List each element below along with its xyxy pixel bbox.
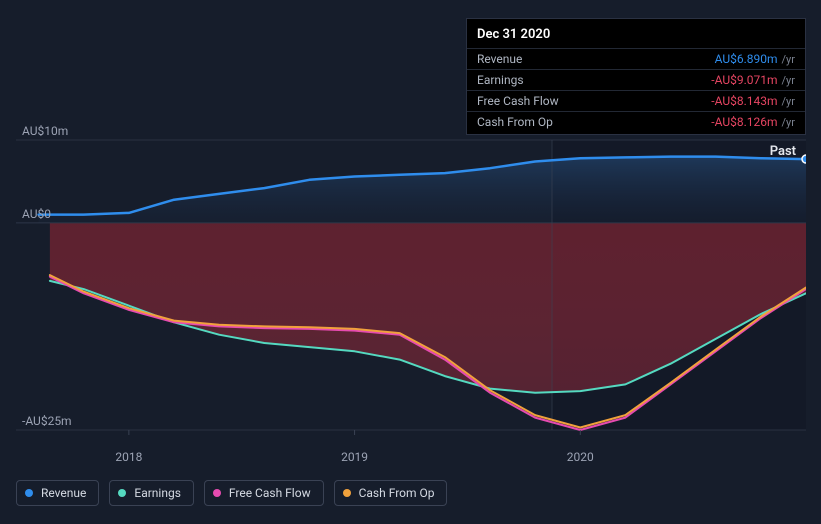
tooltip-label: Earnings [477,73,711,87]
tooltip-row: Earnings-AU$9.071m/yr [467,69,805,90]
x-axis: 2018 2019 2020 [16,450,806,470]
tooltip-label: Revenue [477,52,715,66]
tooltip-unit: /yr [782,116,795,129]
legend-label: Earnings [134,486,181,500]
tooltip-unit: /yr [782,95,795,108]
y-axis-label: AU$0 [22,207,51,221]
tooltip-date: Dec 31 2020 [467,25,805,48]
tooltip-row: Free Cash Flow-AU$8.143m/yr [467,90,805,111]
legend-dot-icon [118,489,126,497]
legend-dot-icon [343,489,351,497]
legend-item-cash-from-op[interactable]: Cash From Op [334,480,448,506]
legend-label: Cash From Op [359,486,435,500]
x-axis-label: 2019 [341,450,368,464]
tooltip-value: -AU$8.126m [711,115,777,129]
past-label: Past [770,144,796,159]
tooltip-value: -AU$9.071m [711,73,777,87]
x-axis-label: 2020 [567,450,594,464]
y-axis-label: AU$10m [22,124,68,138]
financials-chart[interactable]: Past AU$10m AU$0 -AU$25m [16,120,806,440]
x-axis-label: 2018 [115,450,142,464]
tooltip-label: Cash From Op [477,115,711,129]
legend-item-revenue[interactable]: Revenue [16,480,99,506]
legend-item-free-cash-flow[interactable]: Free Cash Flow [204,480,324,506]
legend-item-earnings[interactable]: Earnings [109,480,194,506]
chart-legend: Revenue Earnings Free Cash Flow Cash From O… [16,480,447,506]
chart-tooltip: Dec 31 2020 RevenueAU$6.890m/yrEarnings-… [466,18,806,135]
tooltip-row: RevenueAU$6.890m/yr [467,48,805,69]
tooltip-label: Free Cash Flow [477,94,711,108]
tooltip-unit: /yr [782,74,795,87]
tooltip-unit: /yr [782,53,795,66]
y-axis-label: -AU$25m [22,414,72,428]
tooltip-row: Cash From Op-AU$8.126m/yr [467,111,805,132]
legend-label: Revenue [41,486,86,500]
legend-label: Free Cash Flow [229,486,311,500]
legend-dot-icon [25,489,33,497]
tooltip-value: AU$6.890m [715,52,778,66]
tooltip-value: -AU$8.143m [711,94,777,108]
legend-dot-icon [213,489,221,497]
